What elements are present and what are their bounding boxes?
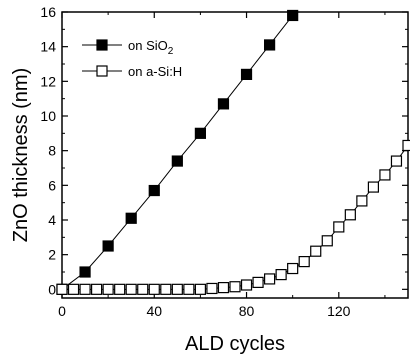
y-tick-label: 14 — [40, 39, 56, 55]
data-point — [79, 266, 91, 278]
data-point — [125, 283, 137, 295]
data-point — [148, 283, 160, 295]
data-point — [171, 283, 183, 295]
data-point — [79, 283, 91, 295]
legend: on SiO2 on a-Si:H — [82, 38, 182, 79]
legend-label-subscript: 2 — [168, 46, 174, 57]
data-point — [402, 139, 410, 152]
data-point — [217, 98, 230, 110]
data-point — [298, 256, 310, 268]
data-point — [252, 276, 264, 288]
data-point — [160, 283, 172, 295]
data-point — [240, 68, 253, 81]
data-point — [264, 39, 276, 51]
data-point — [344, 209, 356, 221]
data-point — [125, 212, 137, 224]
x-tick-label: 0 — [58, 303, 66, 319]
legend-marker — [96, 39, 108, 51]
y-tick-label: 16 — [40, 4, 56, 20]
data-point — [264, 273, 276, 285]
axes-layer: 0 40 80 120 0 2 4 6 8 10 12 14 16 — [40, 4, 409, 319]
data-point — [194, 127, 206, 139]
data-point — [310, 245, 322, 257]
y-tick-label: 4 — [48, 212, 56, 228]
series-line — [61, 15, 294, 290]
x-axis-title: ALD cycles — [185, 333, 285, 355]
data-point — [56, 283, 68, 295]
data-point — [148, 184, 160, 197]
series-on-sio2 — [56, 9, 299, 295]
data-point — [217, 282, 230, 294]
data-point — [321, 235, 333, 247]
data-point — [183, 283, 195, 295]
series-on-a-si-h — [56, 139, 410, 295]
x-tick-label: 40 — [146, 303, 162, 319]
data-point — [229, 281, 241, 293]
y-tick-label: 6 — [48, 177, 56, 193]
data-point — [114, 283, 126, 295]
data-point — [206, 282, 218, 295]
series-layer — [56, 9, 410, 295]
plot-frame — [61, 11, 409, 299]
legend-marker — [96, 65, 108, 77]
y-tick-label: 0 — [48, 281, 56, 297]
data-point — [275, 269, 287, 281]
x-tick-label: 120 — [327, 303, 351, 319]
data-point — [194, 283, 206, 295]
data-point — [102, 240, 114, 252]
data-point — [367, 181, 379, 193]
legend-label: on SiO2 — [128, 38, 174, 57]
data-point — [67, 283, 80, 295]
legend-label-main: on SiO — [128, 38, 168, 53]
data-point — [379, 169, 391, 181]
series-line — [62, 145, 409, 290]
y-axis-title: ZnO thickness (nm) — [10, 68, 32, 242]
x-tick-label: 80 — [239, 303, 255, 319]
data-point — [287, 9, 299, 22]
data-point — [333, 221, 345, 233]
legend-label: on a-Si:H — [128, 64, 182, 79]
data-point — [171, 155, 183, 167]
y-tick-label: 2 — [48, 247, 56, 263]
data-point — [356, 195, 368, 207]
data-point — [102, 283, 114, 295]
data-point — [240, 279, 253, 291]
data-point — [137, 283, 149, 295]
legend-item: on a-Si:H — [82, 64, 182, 79]
y-tick-label: 8 — [48, 143, 56, 159]
y-tick-label: 12 — [40, 73, 56, 89]
legend-item: on SiO2 — [82, 38, 174, 57]
data-point — [90, 283, 103, 295]
data-point — [287, 262, 299, 275]
data-point — [390, 155, 403, 167]
y-tick-label: 10 — [40, 108, 56, 124]
legend-label-main: on a-Si:H — [128, 64, 182, 79]
